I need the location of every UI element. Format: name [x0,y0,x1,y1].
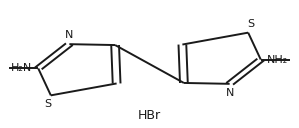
Text: NH₂: NH₂ [267,55,289,65]
Text: HBr: HBr [138,109,161,122]
Text: H₂N: H₂N [10,63,32,73]
Text: S: S [44,99,51,109]
Text: S: S [248,19,255,29]
Text: N: N [65,30,74,40]
Text: N: N [225,88,234,98]
